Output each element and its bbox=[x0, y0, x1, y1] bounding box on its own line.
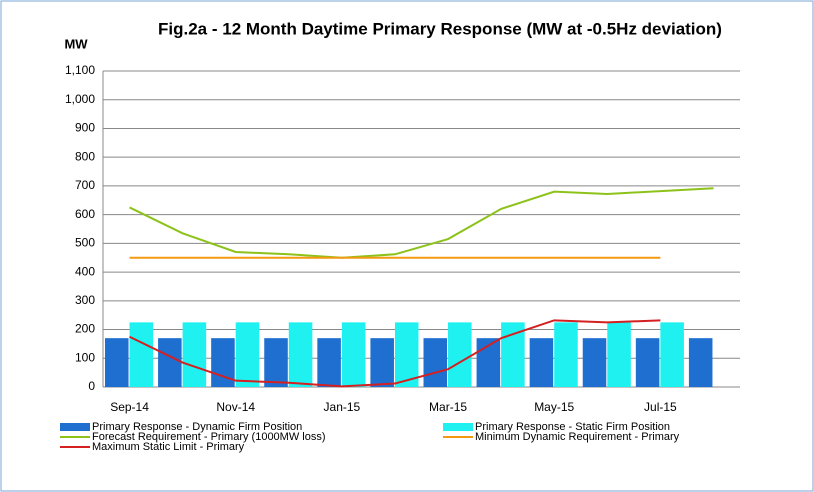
legend-label: Minimum Dynamic Requirement - Primary bbox=[475, 431, 680, 443]
legend-label: Maximum Static Limit - Primary bbox=[92, 441, 245, 453]
x-tick-label: Sep-14 bbox=[110, 400, 149, 414]
bar bbox=[554, 322, 578, 387]
line-series bbox=[129, 187, 714, 259]
y-tick-label: 500 bbox=[75, 236, 95, 250]
x-tick-label: May-15 bbox=[534, 400, 574, 414]
legend-swatch bbox=[60, 423, 90, 431]
line-series bbox=[129, 319, 661, 388]
y-tick-label: 400 bbox=[75, 264, 95, 278]
chart-title: Fig.2a - 12 Month Daytime Primary Respon… bbox=[158, 19, 722, 38]
bar bbox=[476, 338, 501, 387]
y-tick-label: 100 bbox=[75, 350, 95, 364]
bar bbox=[423, 338, 448, 387]
x-tick-label: Mar-15 bbox=[429, 400, 467, 414]
bar bbox=[394, 322, 419, 387]
bar bbox=[635, 338, 660, 387]
bar bbox=[317, 338, 341, 387]
y-tick-label: 600 bbox=[75, 207, 95, 221]
y-tick-label: 1,100 bbox=[65, 63, 95, 77]
y-tick-label: 900 bbox=[75, 121, 95, 135]
legend-label: Primary Response - Static Firm Position bbox=[475, 421, 670, 433]
y-tick-label: 700 bbox=[75, 178, 95, 192]
bar bbox=[105, 338, 129, 387]
y-axis-label: MW bbox=[64, 36, 88, 51]
legend-swatch bbox=[443, 423, 473, 431]
bar bbox=[607, 322, 631, 387]
bar bbox=[341, 322, 366, 387]
bar bbox=[158, 338, 182, 387]
bar bbox=[688, 338, 713, 387]
bar bbox=[129, 322, 154, 387]
y-tick-label: 200 bbox=[75, 322, 95, 336]
bar bbox=[370, 338, 394, 387]
bar bbox=[448, 322, 472, 387]
y-tick-label: 800 bbox=[75, 149, 95, 163]
x-tick-label: Nov-14 bbox=[216, 400, 255, 414]
legend-label: Forecast Requirement - Primary (1000MW l… bbox=[92, 431, 326, 443]
bar bbox=[288, 322, 313, 387]
bar bbox=[501, 322, 525, 387]
x-tick-label: Jul-15 bbox=[644, 400, 677, 414]
bar bbox=[235, 322, 260, 387]
y-tick-label: 0 bbox=[88, 379, 95, 393]
bar bbox=[582, 338, 607, 387]
y-tick-label: 1,000 bbox=[65, 92, 95, 106]
bar bbox=[660, 322, 684, 387]
x-tick-label: Jan-15 bbox=[324, 400, 361, 414]
bar bbox=[529, 338, 554, 387]
bar bbox=[182, 322, 207, 387]
bar bbox=[264, 338, 288, 387]
legend-label: Primary Response - Dynamic Firm Position bbox=[92, 421, 302, 433]
y-tick-label: 300 bbox=[75, 293, 95, 307]
